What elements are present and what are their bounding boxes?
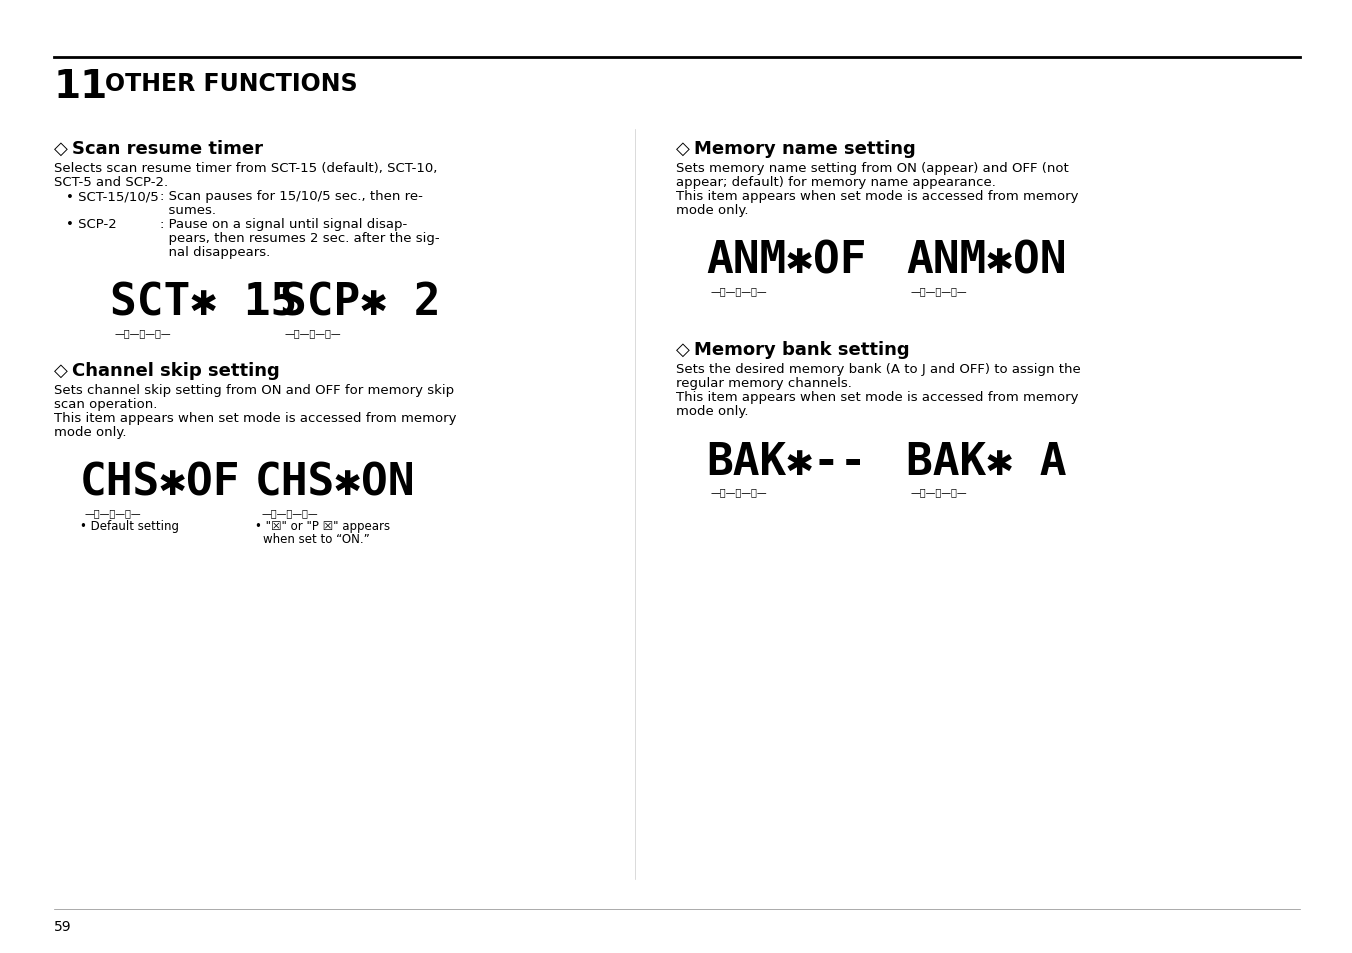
Text: SCT✱ 15: SCT✱ 15 bbox=[110, 282, 297, 325]
Text: ◇: ◇ bbox=[54, 140, 68, 158]
Text: Sets channel skip setting from ON and OFF for memory skip: Sets channel skip setting from ON and OF… bbox=[54, 384, 454, 396]
Text: BAK✱ A: BAK✱ A bbox=[906, 440, 1067, 483]
Text: sumes.: sumes. bbox=[160, 204, 216, 216]
Text: mode only.: mode only. bbox=[676, 405, 749, 417]
Text: SCP✱ 2: SCP✱ 2 bbox=[280, 282, 441, 325]
Text: —⃄—⃄—⃄—: —⃄—⃄—⃄— bbox=[262, 507, 319, 517]
Text: —⃄—⃄—⃄—: —⃄—⃄—⃄— bbox=[911, 286, 968, 295]
Text: ◇: ◇ bbox=[676, 340, 690, 358]
Text: pears, then resumes 2 sec. after the sig-: pears, then resumes 2 sec. after the sig… bbox=[160, 232, 439, 245]
Text: ANM✱OF: ANM✱OF bbox=[706, 240, 867, 283]
Text: —⃄—⃄—⃄—: —⃄—⃄—⃄— bbox=[911, 486, 968, 497]
Text: —⃄—⃄—⃄—: —⃄—⃄—⃄— bbox=[711, 486, 768, 497]
Text: This item appears when set mode is accessed from memory: This item appears when set mode is acces… bbox=[676, 190, 1079, 203]
Text: Memory name setting: Memory name setting bbox=[694, 140, 915, 158]
Text: —⃄—⃄—⃄—: —⃄—⃄—⃄— bbox=[711, 286, 768, 295]
Text: • SCT-15/10/5: • SCT-15/10/5 bbox=[66, 190, 158, 203]
Text: CHS✱ON: CHS✱ON bbox=[256, 461, 415, 504]
Text: regular memory channels.: regular memory channels. bbox=[676, 376, 852, 390]
Text: —⃄—⃄—⃄—: —⃄—⃄—⃄— bbox=[285, 328, 342, 337]
Text: This item appears when set mode is accessed from memory: This item appears when set mode is acces… bbox=[54, 412, 457, 424]
Text: CHS✱OF: CHS✱OF bbox=[80, 461, 241, 504]
Text: ANM✱ON: ANM✱ON bbox=[906, 240, 1067, 283]
Text: Sets the desired memory bank (A to J and OFF) to assign the: Sets the desired memory bank (A to J and… bbox=[676, 363, 1080, 375]
Text: mode only.: mode only. bbox=[54, 426, 127, 438]
Text: BAK✱--: BAK✱-- bbox=[706, 440, 867, 483]
Text: • "☒" or "P ☒" appears: • "☒" or "P ☒" appears bbox=[256, 519, 391, 533]
Text: appear; default) for memory name appearance.: appear; default) for memory name appeara… bbox=[676, 175, 996, 189]
Text: 59: 59 bbox=[54, 919, 72, 933]
Text: 11: 11 bbox=[54, 68, 108, 106]
Text: This item appears when set mode is accessed from memory: This item appears when set mode is acces… bbox=[676, 391, 1079, 403]
Text: Sets memory name setting from ON (appear) and OFF (not: Sets memory name setting from ON (appear… bbox=[676, 162, 1068, 174]
Text: when set to “ON.”: when set to “ON.” bbox=[264, 533, 369, 545]
Text: —⃄—⃄—⃄—: —⃄—⃄—⃄— bbox=[85, 507, 142, 517]
Text: : Scan pauses for 15/10/5 sec., then re-: : Scan pauses for 15/10/5 sec., then re- bbox=[160, 190, 423, 203]
Text: Selects scan resume timer from SCT-15 (default), SCT-10,: Selects scan resume timer from SCT-15 (d… bbox=[54, 162, 438, 174]
Text: —⃄—⃄—⃄—: —⃄—⃄—⃄— bbox=[115, 328, 172, 337]
Text: SCT-5 and SCP-2.: SCT-5 and SCP-2. bbox=[54, 175, 168, 189]
Text: nal disappears.: nal disappears. bbox=[160, 246, 270, 258]
Text: OTHER FUNCTIONS: OTHER FUNCTIONS bbox=[105, 71, 358, 96]
Text: Scan resume timer: Scan resume timer bbox=[72, 140, 264, 158]
Text: ◇: ◇ bbox=[676, 140, 690, 158]
Text: • Default setting: • Default setting bbox=[80, 519, 178, 533]
Text: mode only.: mode only. bbox=[676, 204, 749, 216]
Text: scan operation.: scan operation. bbox=[54, 397, 157, 411]
Text: Memory bank setting: Memory bank setting bbox=[694, 340, 910, 358]
Text: ◇: ◇ bbox=[54, 361, 68, 379]
Text: Channel skip setting: Channel skip setting bbox=[72, 361, 280, 379]
Text: : Pause on a signal until signal disap-: : Pause on a signal until signal disap- bbox=[160, 218, 407, 231]
Text: • SCP-2: • SCP-2 bbox=[66, 218, 116, 231]
